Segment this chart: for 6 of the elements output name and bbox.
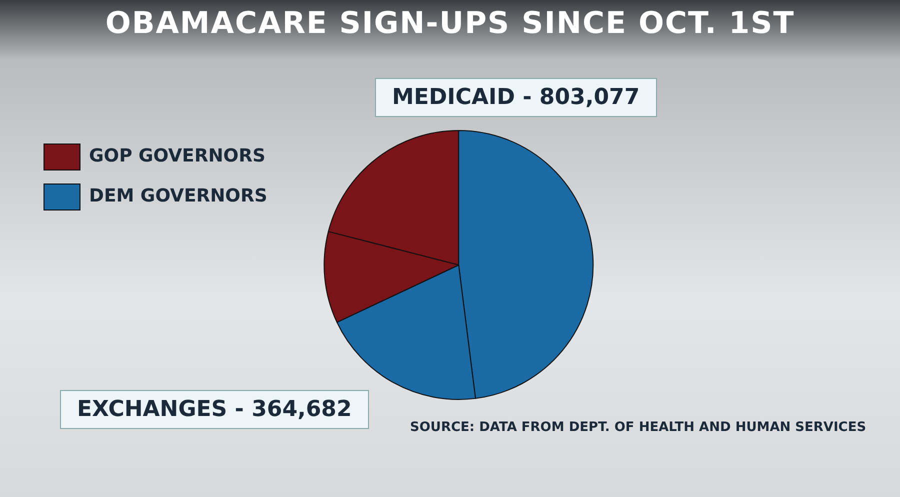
- legend-label: GOP GOVERNORS: [89, 146, 266, 167]
- source-note: SOURCE: DATA FROM DEPT. OF HEALTH AND HUMAN SERVICES: [410, 420, 866, 435]
- chart-title: OBAMACARE SIGN-UPS SINCE OCT. 1ST: [104, 6, 796, 41]
- text: EXCHANGES - 364,682: [60, 390, 369, 429]
- text: MEDICAID - 803,077: [375, 78, 657, 117]
- legend-label: DEM GOVERNORS: [89, 186, 268, 207]
